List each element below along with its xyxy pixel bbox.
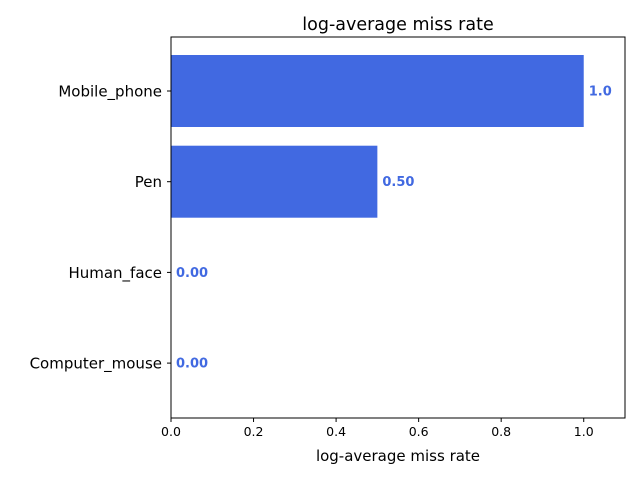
- x-tick-label: 0.8: [491, 424, 511, 439]
- y-axis: Mobile_phone Pen Human_face Computer_mouse: [30, 83, 171, 374]
- y-tick-label: Pen: [135, 173, 162, 191]
- value-labels-layer: 1.0 0.50 0.00 0.00: [176, 85, 612, 372]
- value-label: 0.00: [176, 357, 208, 372]
- x-tick-label: 0.4: [326, 424, 346, 439]
- x-axis: 0.0 0.2 0.4 0.6 0.8 1.0: [161, 418, 594, 439]
- bar-pen: [171, 145, 378, 218]
- x-axis-title: log-average miss rate: [316, 447, 480, 465]
- y-tick-label: Human_face: [68, 264, 162, 283]
- x-tick-label: 0.2: [244, 424, 264, 439]
- y-tick-label: Computer_mouse: [30, 355, 162, 374]
- chart-title: log-average miss rate: [302, 15, 493, 35]
- x-tick-label: 1.0: [574, 424, 594, 439]
- bar-mobile-phone: [171, 55, 584, 127]
- x-tick-label: 0.6: [409, 424, 429, 439]
- plot-frame: [170, 36, 626, 419]
- x-tick-label: 0.0: [161, 424, 181, 439]
- bars-layer: [171, 55, 584, 218]
- value-label: 0.00: [176, 266, 208, 281]
- y-tick-label: Mobile_phone: [58, 83, 162, 102]
- value-label: 0.50: [382, 175, 414, 190]
- value-label: 1.0: [589, 85, 612, 100]
